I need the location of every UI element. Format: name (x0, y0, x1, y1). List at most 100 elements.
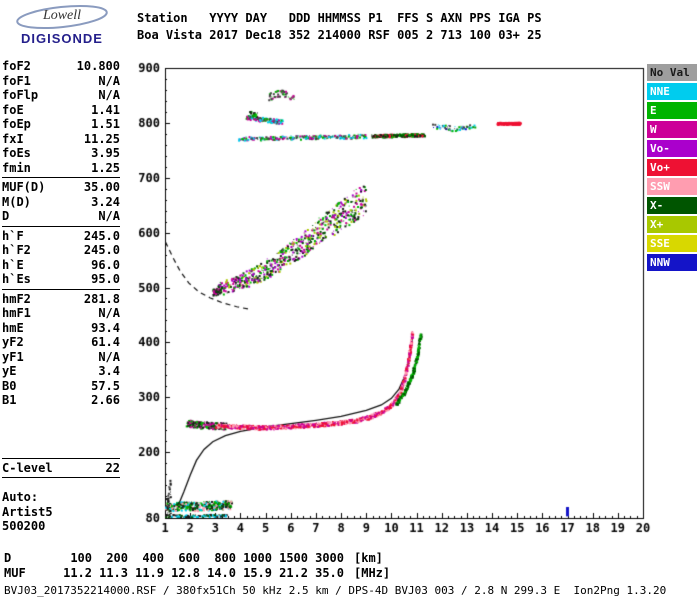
param-row: Auto: (2, 490, 120, 505)
legend-label: NNW (650, 256, 670, 269)
param-value: 22 (105, 460, 120, 475)
echo-direction-legend: No Val NNE E W Vo- Vo+ SSW X- X+ SSE NNW (647, 64, 697, 273)
param-label: yE (2, 364, 17, 378)
lowell-digisonde-logo: Lowell DIGISONDE (6, 4, 118, 46)
param-row: foFlp N/A (2, 88, 120, 103)
d-row: D 100 200 400 600 800 1000 1500 3000 [km] (4, 551, 390, 566)
param-row: MUF(D) 35.00 (2, 180, 120, 195)
header-values: Boa Vista 2017 Dec18 352 214000 RSF 005 … (137, 28, 542, 42)
header-column-titles: Station YYYY DAY DDD HHMMSS P1 FFS S AXN… (137, 11, 542, 25)
dmuf-value: 1500 (279, 551, 308, 565)
param-row: M(D) 3.24 (2, 195, 120, 210)
param-label: 500200 (2, 519, 46, 533)
legend-item-w: W (647, 121, 697, 138)
param-row: h`E 96.0 (2, 258, 120, 273)
legend-label: Vo+ (650, 161, 670, 174)
param-row: yF1 N/A (2, 350, 120, 365)
legend-label: X- (650, 199, 664, 212)
param-label: foFlp (2, 88, 39, 102)
dmuf-value: 3000 (315, 551, 344, 565)
param-value: 3.95 (91, 146, 120, 160)
param-label: fxI (2, 131, 24, 146)
scaled-parameter-panel: foF2 10.800 foF1 N/A foFlp N/A foE 1.41 foEp 1.51… (2, 57, 120, 536)
param-label: Auto: (2, 490, 39, 504)
param-label: C-level (2, 460, 53, 475)
logo-oval: Lowell (14, 4, 110, 30)
dmuf-value: 11.9 (135, 566, 164, 580)
param-value: 35.00 (83, 180, 120, 194)
param-value: 61.4 (91, 335, 120, 349)
param-row: D N/A (2, 209, 120, 224)
legend-label: X+ (650, 218, 664, 231)
dmuf-value: 15.9 (243, 566, 272, 580)
param-label: MUF(D) (2, 180, 46, 194)
legend-item-vo-: Vo- (647, 140, 697, 157)
param-row: foE 1.41 (2, 103, 120, 118)
dmuf-value: 1000 (243, 551, 272, 565)
param-label: foEp (2, 117, 31, 131)
param-value: 11.25 (83, 131, 120, 146)
param-value: 1.25 (91, 160, 120, 175)
param-label: B0 (2, 378, 17, 393)
dmuf-value: 35.0 (315, 566, 344, 580)
legend-label: No Val (650, 66, 690, 79)
param-value: N/A (98, 306, 120, 320)
param-label: h`Es (2, 272, 31, 286)
param-label: foE (2, 102, 24, 117)
param-value: 3.24 (91, 194, 120, 209)
param-row: B0 57.5 (2, 379, 120, 394)
logo-lowell-text: Lowell (42, 8, 82, 23)
dmuf-unit: [km] (354, 551, 383, 565)
footer-file-info: BVJ03_2017352214000.RSF / 380fx51Ch 50 k… (4, 584, 667, 597)
legend-item-noval: No Val (647, 64, 697, 81)
param-value: N/A (98, 73, 120, 88)
legend-item-x-: X- (647, 197, 697, 214)
legend-label: NNE (650, 85, 670, 98)
param-row: B1 2.66 (2, 393, 120, 408)
param-label: foEs (2, 146, 31, 160)
param-row: yF2 61.4 (2, 335, 120, 350)
param-row: fmin 1.25 (2, 161, 120, 176)
param-value: 96.0 (91, 257, 120, 272)
legend-item-nnw: NNW (647, 254, 697, 271)
param-value: 57.5 (91, 378, 120, 393)
param-label: fmin (2, 160, 31, 175)
param-label: hmF1 (2, 306, 31, 320)
param-label: Artist5 (2, 504, 53, 519)
dmuf-value: 100 (70, 551, 92, 565)
legend-item-vo+: Vo+ (647, 159, 697, 176)
param-value: 245.0 (83, 228, 120, 243)
legend-item-sse: SSE (647, 235, 697, 252)
param-group-scaled-frequencies: foF2 10.800 foF1 N/A foFlp N/A foE 1.41 foEp 1.51… (2, 57, 120, 177)
param-value: N/A (98, 349, 120, 364)
dmuf-label: MUF (4, 566, 26, 580)
param-value: 3.4 (98, 364, 120, 378)
param-label: foF1 (2, 73, 31, 88)
param-label: yF2 (2, 335, 24, 349)
param-value: 2.66 (91, 393, 120, 407)
dmuf-value: 12.8 (171, 566, 200, 580)
dmuf-value: 21.2 (279, 566, 308, 580)
legend-item-e: E (647, 102, 697, 119)
param-row: h`F 245.0 (2, 229, 120, 244)
param-label: hmE (2, 320, 24, 335)
footer: BVJ03_2017352214000.RSF / 380fx51Ch 50 k… (4, 584, 666, 597)
param-row: h`Es 95.0 (2, 272, 120, 287)
param-label: foF2 (2, 59, 31, 73)
dmuf-value: 11.3 (99, 566, 128, 580)
param-value: 1.51 (91, 117, 120, 131)
dmuf-value: 11.2 (63, 566, 92, 580)
param-row: C-level 22 (2, 461, 120, 476)
param-label: h`E (2, 257, 24, 272)
param-group-autoscaling-info: Auto: Artist5 500200 (2, 488, 120, 536)
param-value: N/A (98, 209, 120, 223)
dmuf-value: 600 (178, 551, 200, 565)
param-row: yE 3.4 (2, 364, 120, 379)
param-row: foF1 N/A (2, 74, 120, 89)
param-row: hmE 93.4 (2, 321, 120, 336)
logo-digisonde-text: DIGISONDE (21, 31, 103, 46)
param-value: 281.8 (83, 291, 120, 306)
param-value: 10.800 (76, 59, 120, 73)
param-group-muf-group: MUF(D) 35.00 M(D) 3.24 D N/A (2, 177, 120, 226)
